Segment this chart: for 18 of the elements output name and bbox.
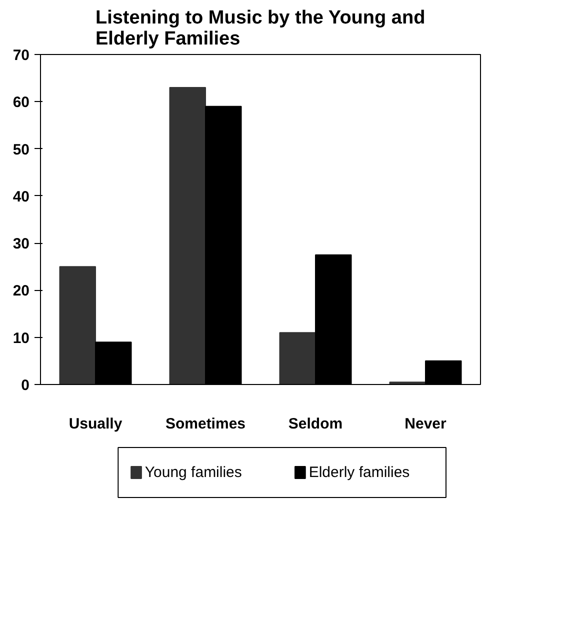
x-tick-label: Never: [404, 416, 447, 432]
legend-label: Young families: [144, 464, 242, 481]
y-tick-label: 50: [12, 141, 30, 158]
y-tick-label: 20: [12, 282, 30, 300]
bar: [169, 87, 206, 384]
x-tick-label: Usually: [68, 416, 123, 432]
chart-title: Listening to Music by the Young and Elderly Families: [95, 8, 426, 50]
bar: [59, 266, 96, 384]
bar: [279, 332, 316, 384]
legend-label: Elderly families: [308, 464, 410, 481]
y-tick-label: 30: [12, 236, 30, 253]
y-tick-label: 40: [12, 188, 30, 206]
x-tick-label: Seldom: [288, 416, 343, 432]
y-tick-label: 10: [12, 330, 30, 347]
x-tick-label: Sometimes: [165, 416, 246, 432]
y-tick-label: 60: [12, 94, 30, 112]
y-tick-label: 0: [21, 377, 30, 394]
y-tick-label: 70: [12, 47, 30, 64]
